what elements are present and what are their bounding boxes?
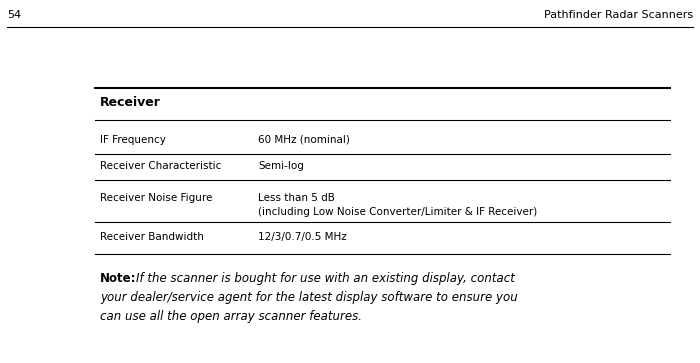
Text: Less than 5 dB: Less than 5 dB [258,193,335,203]
Text: Semi-log: Semi-log [258,161,304,171]
Text: 60 MHz (nominal): 60 MHz (nominal) [258,135,350,145]
Text: Note:: Note: [100,272,136,285]
Text: Pathfinder Radar Scanners: Pathfinder Radar Scanners [544,10,693,20]
Text: IF Frequency: IF Frequency [100,135,166,145]
Text: Receiver Noise Figure: Receiver Noise Figure [100,193,212,203]
Text: Receiver Bandwidth: Receiver Bandwidth [100,232,204,242]
Text: (including Low Noise Converter/Limiter & IF Receiver): (including Low Noise Converter/Limiter &… [258,207,538,217]
Text: your dealer/service agent for the latest display software to ensure you: your dealer/service agent for the latest… [100,291,518,304]
Text: can use all the open array scanner features.: can use all the open array scanner featu… [100,310,362,323]
Text: Receiver Characteristic: Receiver Characteristic [100,161,221,171]
Text: 54: 54 [7,10,21,20]
Text: 12/3/0.7/0.5 MHz: 12/3/0.7/0.5 MHz [258,232,346,242]
Text: Receiver: Receiver [100,95,161,109]
Text: If the scanner is bought for use with an existing display, contact: If the scanner is bought for use with an… [136,272,515,285]
